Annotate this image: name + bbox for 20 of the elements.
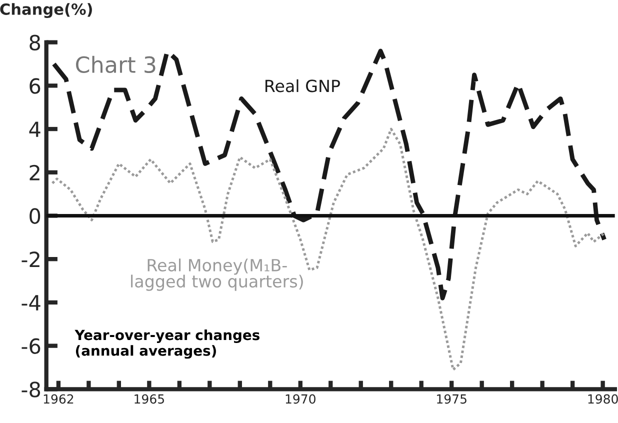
y-tick-label: 6 — [30, 78, 40, 94]
x-tick-label: 1962 — [44, 394, 74, 404]
x-tick-label: 1975 — [437, 394, 466, 404]
x-tick-label: 1980 — [588, 394, 618, 404]
y-tick-label: -2 — [22, 252, 40, 268]
y-tick-label: -4 — [22, 295, 40, 310]
series-label: Real GNP — [266, 79, 340, 92]
annotation: Chart 3 — [76, 56, 156, 74]
x-tick-label: 1970 — [286, 394, 316, 404]
y-axis-title: Change(%) — [0, 3, 92, 18]
y-tick-label: -6 — [22, 338, 40, 354]
y-tick-label: 4 — [29, 122, 40, 137]
x-tick-label: 1965 — [134, 394, 164, 404]
line-series — [51, 128, 606, 371]
y-tick-label: 8 — [30, 34, 40, 51]
y-tick-label: 0 — [30, 208, 40, 224]
y-tick-label: 2 — [30, 164, 40, 180]
annotation: Year-over-year changes (annual averages) — [74, 329, 260, 359]
y-tick-label: -8 — [22, 382, 40, 398]
series-label: Real Money(M₁B- lagged two quarters) — [131, 258, 303, 291]
